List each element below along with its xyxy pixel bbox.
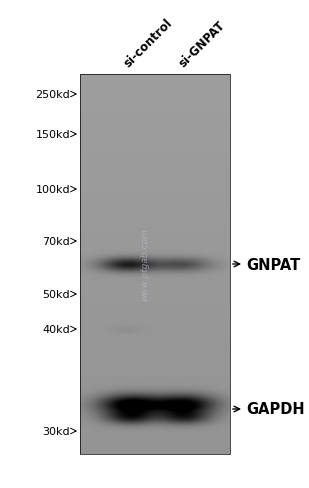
- Text: si-control: si-control: [121, 17, 174, 70]
- Text: 50kd: 50kd: [42, 289, 70, 299]
- Text: GAPDH: GAPDH: [246, 402, 305, 417]
- Text: si-GNPAT: si-GNPAT: [176, 19, 227, 70]
- Text: GNPAT: GNPAT: [246, 257, 300, 272]
- Text: www.ptgab.com: www.ptgab.com: [141, 228, 150, 301]
- Text: 30kd: 30kd: [42, 426, 70, 436]
- Text: 100kd: 100kd: [35, 184, 70, 195]
- Text: 70kd: 70kd: [42, 237, 70, 246]
- Text: 150kd: 150kd: [35, 130, 70, 140]
- Text: 40kd: 40kd: [42, 325, 70, 334]
- Bar: [80, 75, 230, 454]
- Text: 250kd: 250kd: [35, 90, 70, 100]
